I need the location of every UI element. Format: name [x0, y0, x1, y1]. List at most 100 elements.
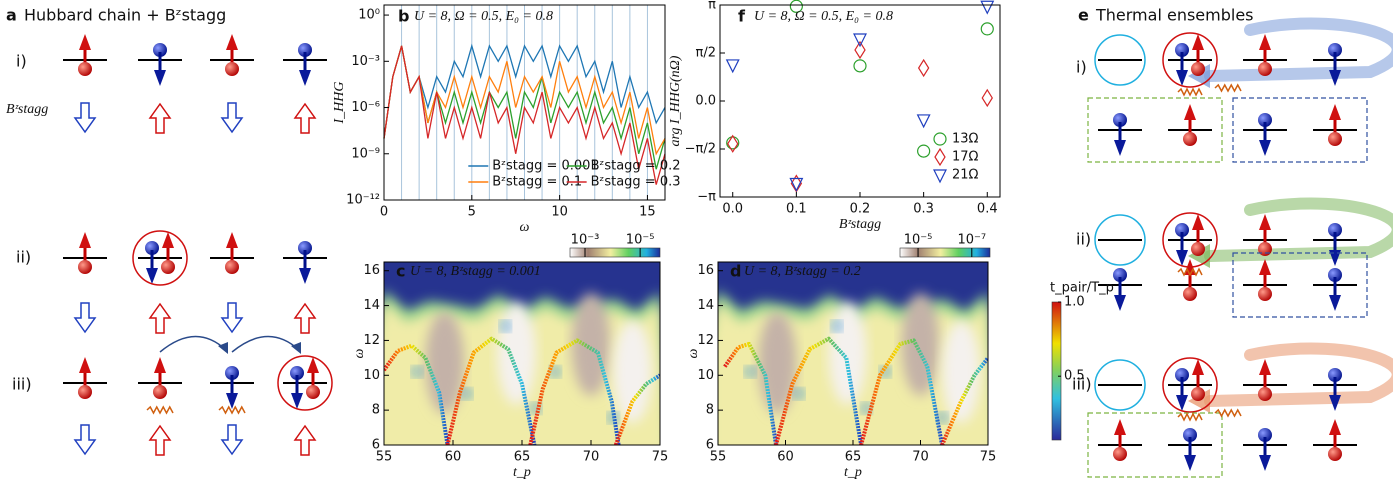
spin-head [226, 232, 238, 248]
empty-ring [1094, 34, 1146, 86]
doublon-ring [132, 230, 188, 286]
hop-arrow [231, 335, 300, 353]
field-arrow [293, 424, 317, 456]
spin-head [1329, 70, 1341, 86]
y-tick-label: 6 [706, 438, 714, 453]
spin-ball [298, 43, 312, 57]
spin-ball [298, 241, 312, 255]
spin-head [1192, 359, 1204, 375]
marker [725, 59, 740, 74]
heat-blob [497, 302, 536, 405]
marker [727, 134, 739, 153]
pair-arc [859, 338, 945, 445]
spin-head [1184, 104, 1196, 120]
x-tick-label: 55 [710, 450, 727, 465]
row-label: i) [1076, 58, 1087, 77]
heat-spot [937, 412, 948, 423]
heat-blob [901, 293, 940, 396]
spin-head [1176, 70, 1188, 86]
interaction [218, 405, 246, 415]
spin-ball [1175, 368, 1189, 382]
x-tick-label: 0 [380, 205, 388, 220]
marker [854, 40, 866, 60]
field-arrow [148, 102, 172, 134]
y-tick-label: 0.0 [695, 94, 716, 109]
marker [916, 114, 931, 129]
heat-blob [828, 302, 867, 405]
y-tick-label: −π/2 [685, 142, 716, 157]
spin-head [299, 268, 311, 284]
y-tick-label: π [708, 0, 716, 13]
spin-head [307, 357, 319, 373]
spin-ball [78, 260, 92, 274]
row-label: i) [16, 52, 27, 71]
empty-ring [1094, 359, 1146, 411]
marker [981, 88, 993, 108]
x-tick-label: 75 [980, 450, 997, 465]
x-tick-label: 15 [639, 205, 656, 220]
spin-head [1259, 259, 1271, 275]
colorbar [569, 247, 661, 258]
x-tick-label: 0.1 [786, 202, 807, 217]
x-axis-label: t_p [513, 465, 531, 480]
hop-head [218, 342, 228, 354]
legend-swatch [934, 147, 946, 167]
pair-arc [384, 343, 450, 445]
heat-spot [745, 366, 756, 377]
colorbar-label: 10⁻⁵ [626, 233, 655, 248]
legend-swatch [933, 132, 947, 146]
interaction [1177, 87, 1203, 97]
colorbar-label: 10⁻⁵ [904, 233, 933, 248]
spin-ball [1175, 43, 1189, 57]
legend-label: 21Ω [952, 168, 979, 183]
spin-ball [225, 62, 239, 76]
row-label: iii) [1072, 375, 1092, 394]
chart-title: U = 8, Ω = 0.5, E₀ = 0.8 [414, 9, 553, 24]
pair-arc [940, 356, 988, 445]
spin-head [1259, 455, 1271, 471]
field-arrow [220, 424, 244, 456]
spin-head [1329, 104, 1341, 120]
spin-ball [78, 62, 92, 76]
doublon-ring [277, 355, 333, 411]
legend-swatch [933, 169, 947, 184]
field-arrow [73, 424, 97, 456]
spin-ball [1113, 268, 1127, 282]
doublon-ring [1162, 357, 1218, 413]
y-tick-label: 10⁻⁹ [351, 146, 380, 161]
x-axis-label: Bᶻstagg [839, 217, 881, 232]
spin-ball [1258, 242, 1272, 256]
chart-title: U = 8, Bᶻstagg = 0.2 [744, 264, 861, 279]
legend-label: Bᶻstagg = 0.1 [492, 175, 582, 190]
interaction [1214, 83, 1242, 93]
panel-letter: f [738, 7, 746, 26]
hop-arrow [159, 335, 227, 353]
spin-ball [306, 385, 320, 399]
doublon-ring [1162, 32, 1218, 88]
heatmap-field [384, 262, 660, 445]
y-tick-label: 14 [697, 298, 714, 313]
panel-letter: a [6, 6, 17, 25]
spin-ball [1258, 62, 1272, 76]
pair-colorbar-label: 0.5 [1064, 369, 1085, 384]
spin-ball [1183, 428, 1197, 442]
y-tick-label: 12 [363, 333, 380, 348]
y-tick-label: 6 [372, 438, 380, 453]
legend-label: Bᶻstagg = 0.001 [492, 159, 598, 174]
spin-head [79, 232, 91, 248]
heat-blob [425, 311, 465, 414]
spin-ball [1175, 223, 1189, 237]
y-tick-label: π/2 [696, 46, 716, 61]
panel-letter: d [730, 262, 741, 281]
x-axis-label: ω [520, 220, 530, 235]
ensemble-box [1087, 97, 1223, 163]
spin-ball [1191, 242, 1205, 256]
y-axis-label: ω [352, 348, 367, 358]
field-arrow [220, 302, 244, 334]
spin-ball [1258, 287, 1272, 301]
legend-label: Bᶻstagg = 0.3 [591, 175, 681, 190]
x-tick-label: 0.4 [977, 202, 998, 217]
y-tick-label: 8 [372, 403, 380, 418]
spin-ball [1113, 113, 1127, 127]
